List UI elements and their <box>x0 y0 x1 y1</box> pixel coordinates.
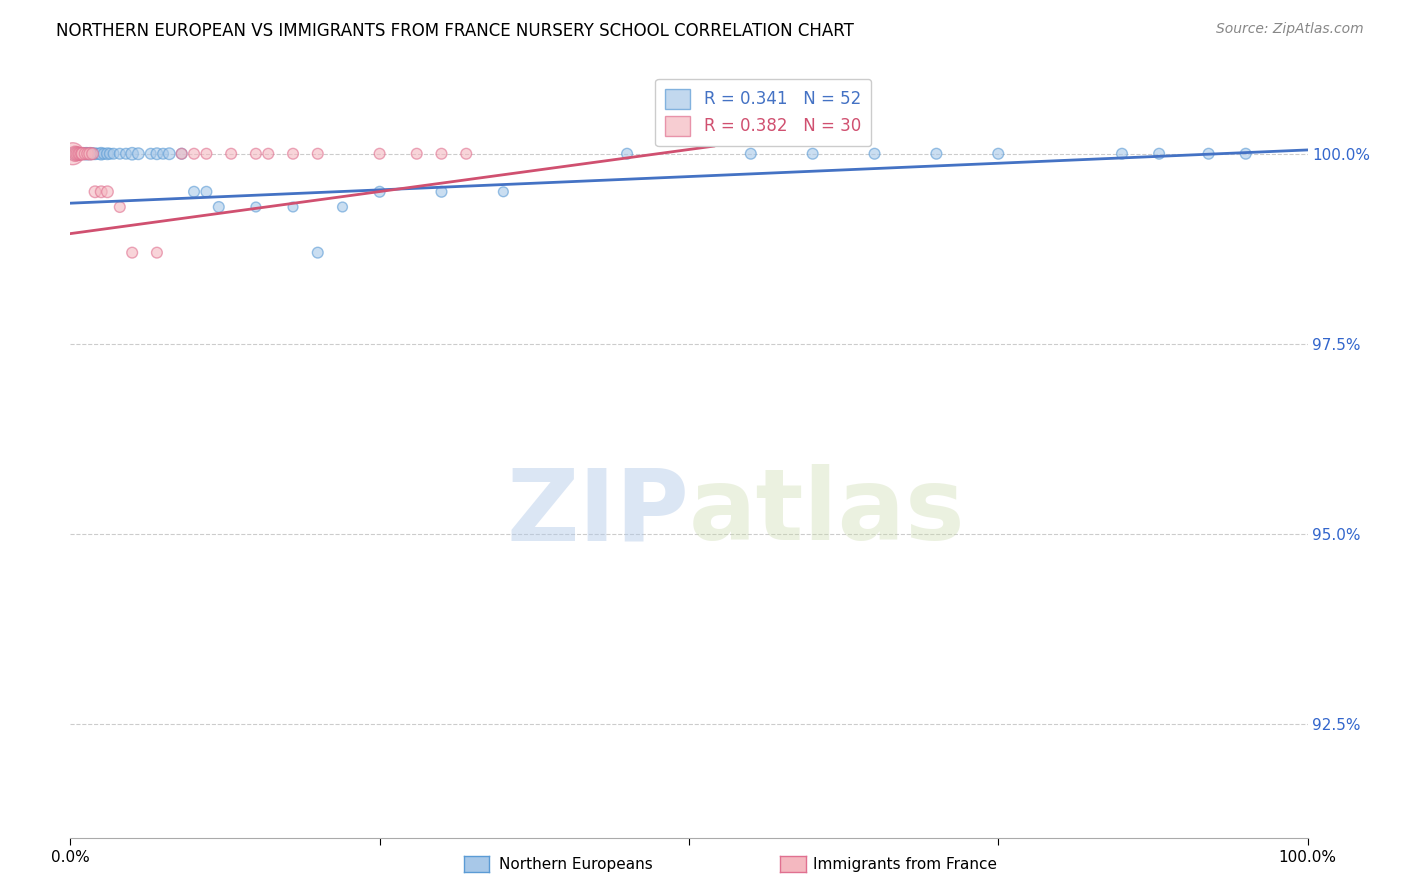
Point <box>281 200 304 214</box>
Point <box>183 185 205 199</box>
Point <box>139 146 162 161</box>
Point <box>1147 146 1170 161</box>
Point <box>62 146 84 161</box>
Point <box>77 146 100 161</box>
Text: NORTHERN EUROPEAN VS IMMIGRANTS FROM FRANCE NURSERY SCHOOL CORRELATION CHART: NORTHERN EUROPEAN VS IMMIGRANTS FROM FRA… <box>56 22 853 40</box>
Point <box>72 146 94 161</box>
Point <box>456 146 478 161</box>
Point <box>82 146 104 161</box>
Point <box>76 146 98 161</box>
Text: Immigrants from France: Immigrants from France <box>813 857 997 871</box>
Point <box>127 146 149 161</box>
Point <box>70 146 93 161</box>
Point <box>195 185 218 199</box>
Point <box>219 146 242 161</box>
Point <box>75 146 97 161</box>
Point <box>157 146 180 161</box>
Point <box>307 146 329 161</box>
Point <box>195 146 218 161</box>
Point <box>1198 146 1220 161</box>
Point <box>98 146 121 161</box>
Point <box>170 146 193 161</box>
Point <box>63 146 86 161</box>
Point <box>86 146 108 161</box>
Point <box>332 200 354 214</box>
Point <box>73 146 96 161</box>
Point <box>368 146 391 161</box>
Point <box>492 185 515 199</box>
Point <box>245 146 267 161</box>
Point <box>82 146 104 161</box>
Point <box>79 146 101 161</box>
Text: Northern Europeans: Northern Europeans <box>499 857 652 871</box>
Text: Source: ZipAtlas.com: Source: ZipAtlas.com <box>1216 22 1364 37</box>
Point <box>70 146 93 161</box>
Point <box>89 146 111 161</box>
Point <box>740 146 762 161</box>
Point <box>84 185 107 199</box>
Point <box>368 185 391 199</box>
Point <box>115 146 138 161</box>
Point <box>405 146 427 161</box>
Point <box>257 146 280 161</box>
Point <box>430 185 453 199</box>
Point <box>69 146 91 161</box>
Point <box>72 146 94 161</box>
Point <box>103 146 125 161</box>
Point <box>1111 146 1133 161</box>
Point <box>863 146 886 161</box>
Point <box>121 245 143 260</box>
Point <box>65 146 87 161</box>
Point <box>108 200 131 214</box>
Legend: R = 0.341   N = 52, R = 0.382   N = 30: R = 0.341 N = 52, R = 0.382 N = 30 <box>655 78 870 146</box>
Point <box>987 146 1010 161</box>
Point <box>170 146 193 161</box>
Point <box>83 146 105 161</box>
Point <box>96 146 118 161</box>
Point <box>67 146 90 161</box>
Point <box>67 146 90 161</box>
Point <box>152 146 174 161</box>
Point <box>1234 146 1257 161</box>
Point <box>208 200 231 214</box>
Point <box>616 146 638 161</box>
Point <box>65 146 87 161</box>
Point <box>121 146 143 161</box>
Point <box>80 146 103 161</box>
Point <box>69 146 91 161</box>
Point <box>65 146 87 161</box>
Point <box>76 146 98 161</box>
Point <box>75 146 97 161</box>
Point <box>79 146 101 161</box>
Point <box>183 146 205 161</box>
Point <box>66 146 89 161</box>
Point <box>75 146 97 161</box>
Point <box>925 146 948 161</box>
Point <box>801 146 824 161</box>
Point <box>108 146 131 161</box>
Point <box>90 146 112 161</box>
Point <box>146 146 169 161</box>
Point <box>90 185 112 199</box>
Text: ZIP: ZIP <box>506 464 689 561</box>
Point <box>84 146 107 161</box>
Point <box>93 146 115 161</box>
Point <box>245 200 267 214</box>
Point <box>307 245 329 260</box>
Point <box>146 245 169 260</box>
Point <box>281 146 304 161</box>
Text: atlas: atlas <box>689 464 966 561</box>
Point <box>430 146 453 161</box>
Point <box>96 185 118 199</box>
